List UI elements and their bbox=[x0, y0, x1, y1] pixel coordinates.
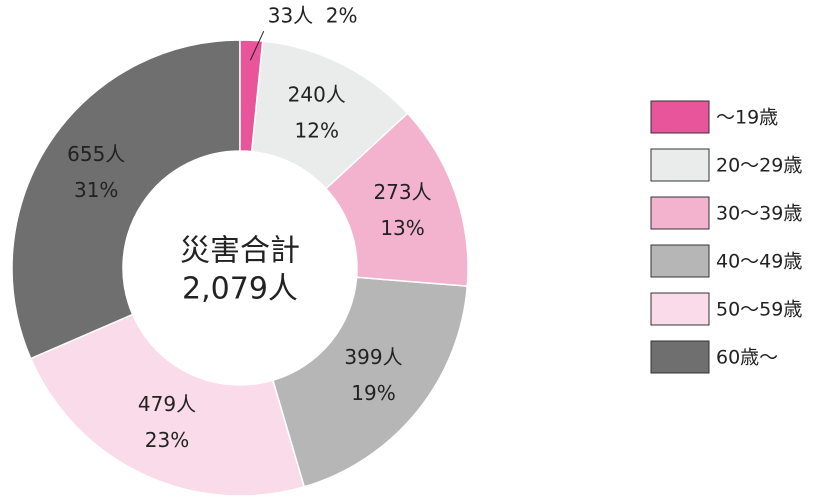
value-label: 240人 bbox=[288, 83, 346, 107]
percent-label: 23% bbox=[145, 428, 189, 452]
percent-label: 12% bbox=[295, 119, 339, 143]
center-value: 2,079人 bbox=[182, 272, 298, 307]
slice bbox=[11, 39, 241, 360]
legend-swatch bbox=[650, 340, 710, 374]
legend-swatch bbox=[650, 196, 710, 230]
percent-label: 13% bbox=[380, 216, 424, 240]
value-label: 479人 bbox=[138, 392, 196, 416]
value-label: 273人 bbox=[373, 180, 431, 204]
legend-label: 60歳～ bbox=[716, 347, 778, 369]
value-label: 33人 bbox=[268, 4, 313, 28]
percent-label: 31% bbox=[74, 178, 118, 202]
slice bbox=[272, 276, 469, 488]
legend-swatch bbox=[650, 100, 710, 134]
legend-label: 50～59歳 bbox=[716, 299, 802, 321]
legend-label: 30～39歳 bbox=[716, 203, 802, 225]
legend-swatch bbox=[650, 244, 710, 278]
value-label: 399人 bbox=[344, 345, 402, 369]
slice bbox=[239, 39, 264, 153]
legend-swatch bbox=[650, 292, 710, 326]
legend-label: 40～49歳 bbox=[716, 251, 802, 273]
leader-line bbox=[249, 30, 265, 61]
slice bbox=[250, 40, 409, 190]
center-title: 災害合計 bbox=[180, 234, 300, 269]
percent-label: 2% bbox=[326, 4, 358, 28]
slice bbox=[29, 313, 306, 497]
legend-label: 20～29歳 bbox=[716, 155, 802, 177]
legend-swatch bbox=[650, 148, 710, 182]
percent-label: 19% bbox=[351, 381, 395, 405]
value-label: 655人 bbox=[67, 142, 125, 166]
legend-label: ～19歳 bbox=[716, 107, 778, 129]
